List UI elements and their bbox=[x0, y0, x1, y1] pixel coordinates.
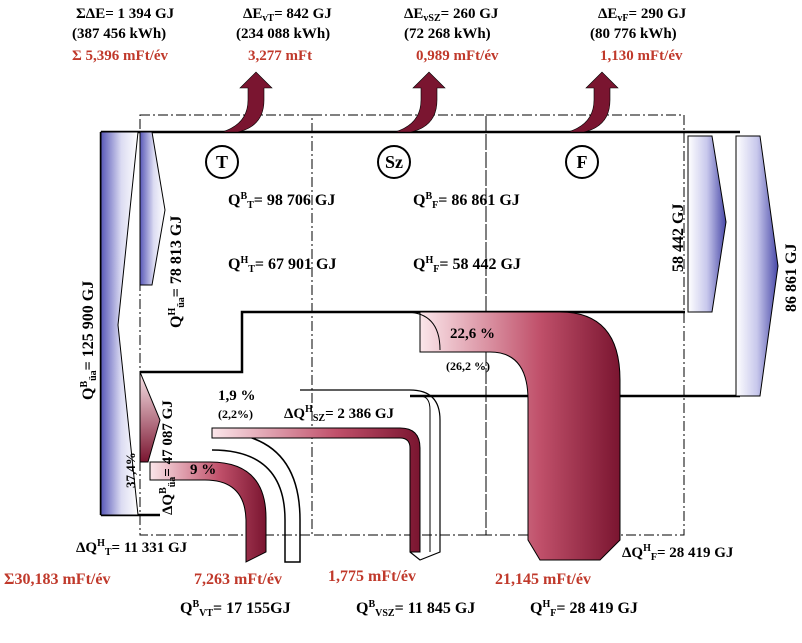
pct-22: (2,2%) bbox=[218, 407, 253, 421]
cost-f-bottom: 21,145 mFt/év bbox=[495, 571, 591, 588]
total-energy-label: ΣΔE= 1 394 GJ bbox=[76, 6, 175, 22]
cost-t-bottom: 7,263 mFt/év bbox=[194, 571, 282, 588]
section-marker-sz: Sz bbox=[377, 145, 411, 179]
pct-262: (26,2 %) bbox=[446, 359, 490, 373]
t-cost-label: 3,277 mFt bbox=[248, 48, 313, 64]
qub-label: QBüa= 125 900 GJ bbox=[79, 280, 99, 400]
pct-19: 1,9 % bbox=[218, 388, 256, 404]
input-arrow-heat bbox=[139, 131, 166, 286]
right-label-58442: 58 442 GJ bbox=[670, 203, 687, 272]
loss-f-bend bbox=[419, 311, 621, 561]
qfh-bottom-label: QHF= 28 419 GJ bbox=[530, 599, 638, 619]
cost-total-bottom: Σ30,183 mFt/év bbox=[4, 571, 111, 588]
pct-374-label: 37,4% bbox=[123, 452, 138, 488]
f-cost-label: 1,130 mFt/év bbox=[600, 48, 683, 64]
loss-f-outline bbox=[404, 311, 441, 351]
dqsz-label: ΔQHSZ= 2 386 GJ bbox=[284, 404, 395, 424]
loss-sz-outline bbox=[300, 389, 441, 561]
qtb-label: QBT= 98 706 GJ bbox=[228, 191, 336, 211]
dqf-label: ΔQHF= 28 419 GJ bbox=[622, 543, 734, 563]
qvt-label: QBVT= 17 155GJ bbox=[180, 599, 291, 619]
qth-label: QHT= 67 901 GJ bbox=[228, 255, 337, 275]
t-energy-label: ΔEvT= 842 GJ bbox=[243, 6, 332, 24]
quh-label: QHüa= 78 813 GJ bbox=[167, 215, 187, 328]
pct-226: 22,6 % bbox=[450, 326, 495, 342]
output-arrow-f bbox=[687, 135, 727, 313]
loss-sz-inner bbox=[410, 395, 431, 552]
f-kwh-label: (80 776 kWh) bbox=[590, 26, 677, 42]
qfh-label: QHF= 58 442 GJ bbox=[413, 255, 521, 275]
sz-kwh-label: (72 268 kWh) bbox=[404, 26, 491, 42]
up-arrow-f bbox=[567, 71, 619, 133]
right-label-86861: 86 861 GJ bbox=[783, 243, 800, 312]
section-marker-f: F bbox=[565, 145, 599, 179]
cost-sz-bottom: 1,775 mFt/év bbox=[328, 568, 416, 585]
total-kwh-label: (387 456 kWh) bbox=[72, 26, 167, 42]
qvsz-label: QBVSZ= 11 845 GJ bbox=[356, 599, 476, 619]
up-arrow-t bbox=[221, 71, 273, 133]
qfb-label: QBF= 86 861 GJ bbox=[413, 191, 520, 211]
dqu-label: ΔQBüa= 47 087 GJ bbox=[158, 400, 178, 515]
dqt-label: ΔQHT= 11 331 GJ bbox=[76, 538, 188, 558]
loss-t-outline bbox=[211, 431, 301, 563]
t-kwh-label: (234 088 kWh) bbox=[236, 26, 331, 42]
f-energy-label: ΔEvF= 290 GJ bbox=[598, 6, 687, 24]
output-arrow-total bbox=[735, 135, 779, 397]
section-marker-t: T bbox=[205, 145, 239, 179]
input-arrow-total bbox=[100, 131, 139, 516]
sz-cost-label: 0,989 mFt/év bbox=[416, 48, 499, 64]
loss-t-shape bbox=[149, 461, 267, 563]
loss-wedge bbox=[139, 371, 161, 463]
sz-energy-label: ΔEvSZ= 260 GJ bbox=[404, 6, 499, 24]
pct-9: 9 % bbox=[190, 462, 217, 478]
up-arrow-sz bbox=[394, 71, 446, 133]
total-cost-label: Σ 5,396 mFt/év bbox=[72, 48, 169, 64]
